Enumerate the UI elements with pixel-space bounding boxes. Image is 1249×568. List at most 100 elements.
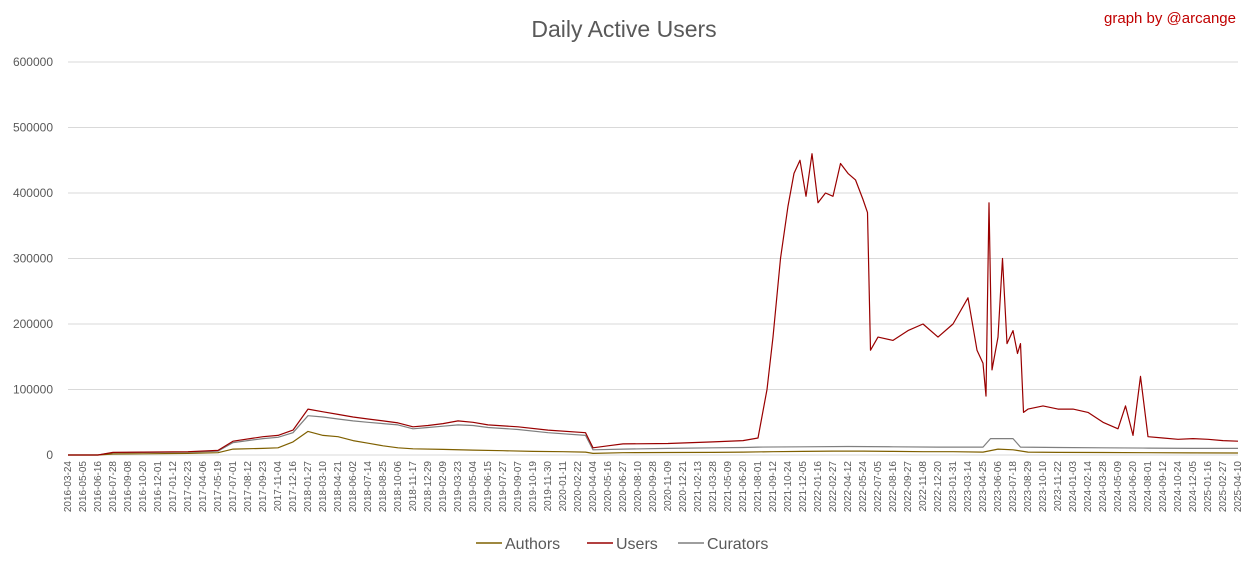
x-tick-label: 2024-05-09	[1113, 461, 1124, 513]
x-tick-label: 2020-04-04	[588, 461, 599, 513]
x-tick-label: 2017-08-12	[243, 461, 254, 513]
x-tick-label: 2020-08-10	[633, 461, 644, 513]
x-tick-label: 2018-07-14	[363, 461, 374, 513]
y-tick-label: 600000	[13, 55, 53, 69]
x-tick-label: 2020-01-11	[558, 461, 569, 512]
x-tick-label: 2018-10-06	[393, 461, 404, 513]
x-tick-label: 2020-09-28	[648, 461, 659, 513]
series-line-authors	[68, 430, 1239, 456]
x-tick-label: 2021-06-20	[738, 461, 749, 513]
x-tick-label: 2018-08-25	[378, 461, 389, 513]
legend-label-authors: Authors	[505, 536, 560, 553]
series-line-curators	[68, 415, 1238, 456]
x-tick-label: 2022-04-12	[843, 461, 854, 513]
x-tick-label: 2022-01-16	[813, 461, 824, 513]
x-tick-label: 2021-09-12	[768, 461, 779, 513]
x-tick-label: 2024-02-14	[1083, 461, 1094, 513]
series-line-users	[68, 153, 1239, 456]
y-tick-label: 300000	[13, 252, 53, 266]
x-tick-label: 2021-08-01	[753, 461, 764, 513]
y-tick-label: 0	[46, 448, 53, 462]
x-tick-label: 2020-06-27	[618, 461, 629, 513]
gridlines	[68, 61, 1238, 456]
x-tick-label: 2019-06-15	[483, 461, 494, 513]
x-tick-label: 2023-04-25	[978, 461, 989, 513]
x-tick-label: 2021-10-24	[783, 461, 794, 513]
x-tick-label: 2023-06-06	[993, 461, 1004, 513]
series-lines	[68, 153, 1239, 456]
x-tick-label: 2017-01-12	[168, 461, 179, 513]
x-tick-label: 2017-05-19	[213, 461, 224, 513]
x-tick-label: 2017-04-06	[198, 461, 209, 513]
y-tick-label: 400000	[13, 186, 53, 200]
y-axis: 0 100000 200000 300000 400000 500000 600000	[13, 55, 53, 462]
y-tick-label: 500000	[13, 121, 53, 135]
x-tick-label: 2017-12-16	[288, 461, 299, 513]
x-tick-label: 2016-06-16	[93, 461, 104, 513]
x-tick-label: 2025-04-10	[1233, 461, 1244, 513]
x-tick-label: 2023-07-18	[1008, 461, 1019, 513]
x-tick-label: 2022-07-05	[873, 461, 884, 513]
x-tick-label: 2021-05-09	[723, 461, 734, 513]
x-tick-label: 2016-07-28	[108, 461, 119, 513]
x-tick-label: 2022-08-16	[888, 461, 899, 513]
x-tick-label: 2024-01-03	[1068, 461, 1079, 513]
y-tick-label: 200000	[13, 317, 53, 331]
chart-title: Daily Active Users	[531, 16, 716, 42]
x-tick-label: 2024-12-05	[1188, 461, 1199, 513]
x-tick-label: 2017-07-01	[228, 461, 239, 513]
x-tick-label: 2018-04-21	[333, 461, 344, 513]
x-tick-label: 2022-09-27	[903, 461, 914, 513]
x-tick-label: 2018-03-10	[318, 461, 329, 513]
y-tick-label: 100000	[13, 383, 53, 397]
x-tick-label: 2022-02-27	[828, 461, 839, 513]
x-tick-label: 2017-11-04	[273, 461, 284, 512]
x-axis: 2016-03-24 2016-05-05 2016-06-16 2016-07-28…	[63, 461, 1244, 513]
x-tick-label: 2021-12-05	[798, 461, 809, 513]
legend-label-curators: Curators	[707, 536, 768, 553]
x-tick-label: 2016-12-01	[153, 461, 164, 513]
x-tick-label: 2018-11-17	[408, 461, 419, 512]
x-tick-label: 2016-09-08	[123, 461, 134, 513]
x-tick-label: 2023-03-14	[963, 461, 974, 513]
x-tick-label: 2020-05-16	[603, 461, 614, 513]
x-tick-label: 2023-10-10	[1038, 461, 1049, 513]
x-tick-label: 2023-11-22	[1053, 461, 1064, 512]
x-tick-label: 2018-06-02	[348, 461, 359, 513]
x-tick-label: 2019-10-19	[528, 461, 539, 513]
x-tick-label: 2016-05-05	[78, 461, 89, 513]
x-tick-label: 2018-12-29	[423, 461, 434, 513]
x-tick-label: 2019-11-30	[543, 461, 554, 512]
x-tick-label: 2020-12-21	[678, 461, 689, 513]
x-tick-label: 2016-03-24	[63, 461, 74, 513]
x-tick-label: 2022-05-24	[858, 461, 869, 513]
x-tick-label: 2022-11-08	[918, 461, 929, 512]
x-tick-label: 2017-09-23	[258, 461, 269, 513]
x-tick-label: 2024-10-24	[1173, 461, 1184, 513]
x-tick-label: 2020-02-22	[573, 461, 584, 513]
x-tick-label: 2017-02-23	[183, 461, 194, 513]
x-tick-label: 2019-07-27	[498, 461, 509, 513]
x-tick-label: 2019-03-23	[453, 461, 464, 513]
legend-label-users: Users	[616, 536, 658, 553]
x-tick-label: 2025-01-16	[1203, 461, 1214, 513]
x-tick-label: 2021-02-13	[693, 461, 704, 513]
x-tick-label: 2018-01-27	[303, 461, 314, 513]
legend: Authors Users Curators	[476, 536, 768, 553]
x-tick-label: 2022-12-20	[933, 461, 944, 513]
x-tick-label: 2016-10-20	[138, 461, 149, 513]
x-tick-label: 2023-01-31	[948, 461, 959, 513]
x-tick-label: 2021-03-28	[708, 461, 719, 513]
x-tick-label: 2024-06-20	[1128, 461, 1139, 513]
x-tick-label: 2025-02-27	[1218, 461, 1229, 513]
x-tick-label: 2024-08-01	[1143, 461, 1154, 513]
chart-credit: graph by @arcange	[1104, 10, 1236, 27]
x-tick-label: 2024-03-28	[1098, 461, 1109, 513]
x-tick-label: 2020-11-09	[663, 461, 674, 512]
x-tick-label: 2019-02-09	[438, 461, 449, 513]
x-tick-label: 2019-09-07	[513, 461, 524, 513]
x-tick-label: 2019-05-04	[468, 461, 479, 513]
x-tick-label: 2024-09-12	[1158, 461, 1169, 513]
x-tick-label: 2023-08-29	[1023, 461, 1034, 513]
